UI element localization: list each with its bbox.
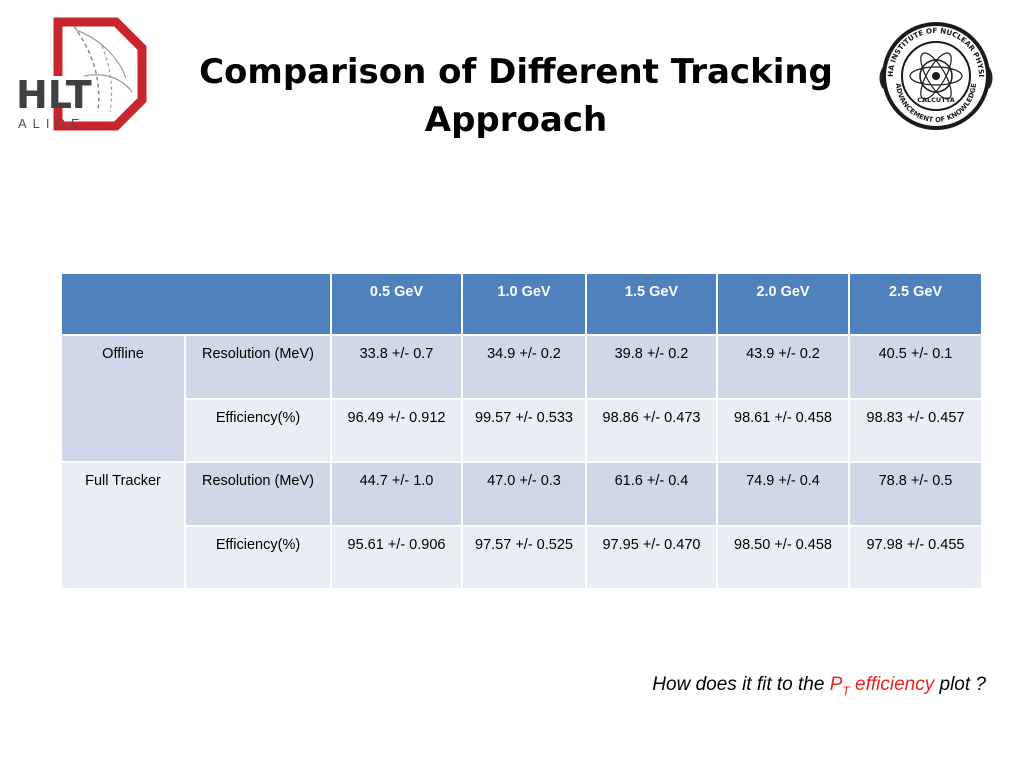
tracking-comparison-table: 0.5 GeV 1.0 GeV 1.5 GeV 2.0 GeV 2.5 GeV … (60, 271, 983, 591)
slide-title-line2: Approach (424, 100, 608, 140)
table-cell: 97.98 +/- 0.455 (848, 524, 983, 591)
table-cell: 98.83 +/- 0.457 (848, 397, 983, 464)
alice-text: ALICE (18, 116, 86, 131)
table-cell: 97.57 +/- 0.525 (461, 524, 587, 591)
table-cell: 34.9 +/- 0.2 (461, 334, 587, 400)
table-cell: 39.8 +/- 0.2 (585, 334, 718, 400)
seal-center-text: CALCUTTA (917, 96, 955, 104)
table-cell: 99.57 +/- 0.533 (461, 397, 587, 464)
table-row: Offline Resolution (MeV) 33.8 +/- 0.7 34… (60, 334, 983, 464)
table-cell: 40.5 +/- 0.1 (848, 334, 983, 400)
table-cell: 96.49 +/- 0.912 (330, 397, 463, 464)
hlt-text: HLT (16, 73, 92, 117)
hlt-alice-logo: HLT ALICE (14, 16, 148, 132)
table-cell: 74.9 +/- 0.4 (716, 461, 850, 527)
column-header: 2.5 GeV (848, 271, 983, 337)
slide-title: Comparison of Different Tracking Approac… (160, 48, 872, 144)
footer-prefix: How does it fit to the (652, 674, 830, 695)
column-header: 2.0 GeV (716, 271, 850, 337)
header-empty-cell (60, 271, 332, 337)
metric-label: Efficiency(%) (184, 397, 332, 464)
table-header-row: 0.5 GeV 1.0 GeV 1.5 GeV 2.0 GeV 2.5 GeV (60, 271, 983, 337)
table-cell: 33.8 +/- 0.7 (330, 334, 463, 400)
footer-suffix: plot ? (934, 674, 987, 695)
table-cell: 98.86 +/- 0.473 (585, 397, 718, 464)
saha-institute-seal: SAHA INSTITUTE OF NUCLEAR PHYSICS ADVANC… (873, 9, 996, 136)
column-header: 1.0 GeV (461, 271, 587, 337)
metric-label: Resolution (MeV) (184, 461, 332, 527)
table-cell: 44.7 +/- 1.0 (330, 461, 463, 527)
table-cell: 47.0 +/- 0.3 (461, 461, 587, 527)
table-row: Efficiency(%) 95.61 +/- 0.906 97.57 +/- … (61, 524, 983, 591)
pt-main: P (829, 674, 843, 695)
table-cell: 78.8 +/- 0.5 (848, 461, 983, 527)
table-row: Efficiency(%) 96.49 +/- 0.912 99.57 +/- … (61, 397, 983, 464)
slide-title-line1: Comparison of Different Tracking (199, 52, 833, 92)
table-row: Full Tracker Resolution (MeV) 44.7 +/- 1… (60, 461, 983, 590)
table-cell: 98.50 +/- 0.458 (716, 524, 850, 591)
metric-label: Efficiency(%) (184, 524, 332, 591)
pt-highlight: PT efficiency (829, 674, 935, 698)
table-cell: 61.6 +/- 0.4 (585, 461, 718, 527)
efficiency-highlight: efficiency (849, 674, 935, 695)
table-cell: 43.9 +/- 0.2 (716, 334, 850, 400)
footer-question: How does it fit to the PT efficiency plo… (520, 674, 986, 698)
group-label-offline: Offline (60, 334, 186, 464)
table-cell: 98.61 +/- 0.458 (716, 397, 850, 464)
group-label-full-tracker: Full Tracker (60, 461, 186, 590)
metric-label: Resolution (MeV) (184, 334, 332, 400)
column-header: 0.5 GeV (330, 271, 463, 337)
table-cell: 95.61 +/- 0.906 (330, 524, 463, 591)
table-cell: 97.95 +/- 0.470 (585, 524, 718, 591)
column-header: 1.5 GeV (585, 271, 718, 337)
pt-subscript: T (842, 683, 850, 698)
